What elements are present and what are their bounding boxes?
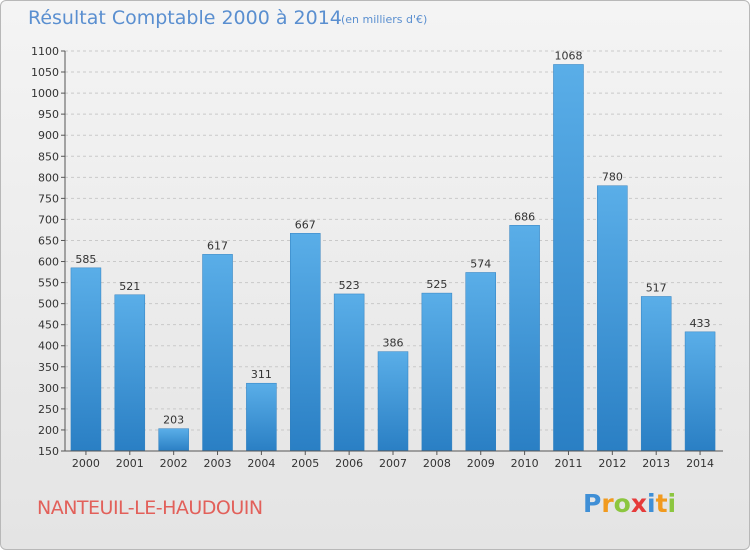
y-tick-label: 550 (38, 277, 59, 290)
x-tick-label-2008: 2008 (423, 457, 451, 470)
y-tick-label: 700 (38, 213, 59, 226)
data-label-2003: 617 (207, 239, 228, 252)
y-tick-label: 400 (38, 340, 59, 353)
y-tick-label: 1100 (31, 45, 59, 58)
bar-2002 (158, 428, 189, 452)
data-label-2012: 780 (602, 171, 623, 184)
bar-2010 (509, 225, 540, 452)
data-label-2005: 667 (295, 218, 316, 231)
logo-letter: i (647, 489, 656, 518)
x-tick-label-2006: 2006 (335, 457, 363, 470)
y-tick-label: 850 (38, 150, 59, 163)
y-tick-label: 200 (38, 424, 59, 437)
data-label-2007: 386 (383, 337, 404, 350)
x-tick-label-2012: 2012 (598, 457, 626, 470)
x-tick-label-2007: 2007 (379, 457, 407, 470)
logo-letter: x (630, 489, 647, 518)
x-tick-label-2011: 2011 (554, 457, 582, 470)
bar-2013 (640, 296, 672, 452)
bar-2011 (553, 64, 584, 452)
logo-letter: P (583, 489, 602, 518)
x-axis: 2000 2001 2002 2003 2004 2005 2006 2007 2008 2009… (65, 450, 723, 470)
chart-subtitle: (en milliers d'€) (341, 13, 428, 26)
data-label-2000: 585 (75, 253, 96, 266)
y-axis: 150 200 250 300 350 400 450 500 550 600 650 700 750 8… (31, 45, 66, 458)
y-tick-label: 900 (38, 129, 59, 142)
x-tick-label-2009: 2009 (467, 457, 495, 470)
x-tick-label-2002: 2002 (160, 457, 188, 470)
logo-letter: o (613, 489, 631, 518)
x-tick-label-2005: 2005 (291, 457, 319, 470)
data-label-2008: 525 (426, 278, 447, 291)
y-tick-label: 450 (38, 319, 59, 332)
x-tick-label-2000: 2000 (72, 457, 100, 470)
data-label-2010: 686 (514, 210, 535, 223)
bar-2014 (684, 331, 716, 452)
logo-letter: i (667, 489, 677, 518)
x-tick-label-2004: 2004 (247, 457, 275, 470)
y-tick-label: 250 (38, 403, 59, 416)
y-tick-label: 800 (38, 171, 59, 184)
bars: 585 521 203 617 311 667 523 386 525 574 686 1068 780… (70, 49, 716, 452)
logo-letter: t (655, 489, 668, 518)
data-label-2009: 574 (470, 257, 491, 270)
bar-2000 (70, 267, 102, 452)
data-label-2004: 311 (251, 368, 272, 381)
data-label-2013: 517 (646, 281, 667, 294)
y-tick-label: 950 (38, 108, 59, 121)
data-label-2006: 523 (339, 279, 360, 292)
bar-2006 (333, 293, 365, 452)
y-tick-label: 150 (38, 445, 59, 458)
data-label-2014: 433 (690, 317, 711, 330)
x-tick-label-2014: 2014 (686, 457, 714, 470)
x-tick-label-2003: 2003 (204, 457, 232, 470)
y-tick-label: 500 (38, 298, 59, 311)
y-tick-label: 600 (38, 256, 59, 269)
data-label-2002: 203 (163, 414, 184, 427)
y-tick-label: 1000 (31, 87, 59, 100)
bar-2007 (377, 351, 409, 452)
y-tick-label: 650 (38, 234, 59, 247)
bar-2003 (202, 254, 233, 452)
y-tick-label: 1050 (31, 66, 59, 79)
data-label-2011: 1068 (554, 49, 582, 62)
chart-title: Résultat Comptable 2000 à 2014 (28, 7, 342, 29)
bar-2004 (246, 382, 277, 452)
bar-2001 (114, 294, 146, 452)
bar-2009 (465, 272, 496, 452)
x-tick-label-2010: 2010 (511, 457, 539, 470)
bar-2012 (597, 185, 628, 452)
y-tick-label: 750 (38, 192, 59, 205)
y-tick-label: 350 (38, 361, 59, 374)
proxiti-logo[interactable]: Proxiti (583, 489, 676, 518)
y-tick-label: 300 (38, 382, 59, 395)
x-tick-label-2001: 2001 (116, 457, 144, 470)
bar-2008 (421, 292, 453, 452)
x-tick-label-2013: 2013 (642, 457, 670, 470)
logo-letter: r (601, 489, 614, 518)
bar-2005 (290, 233, 321, 452)
commune-name: NANTEUIL-LE-HAUDOUIN (37, 497, 263, 519)
data-label-2001: 521 (119, 280, 140, 293)
